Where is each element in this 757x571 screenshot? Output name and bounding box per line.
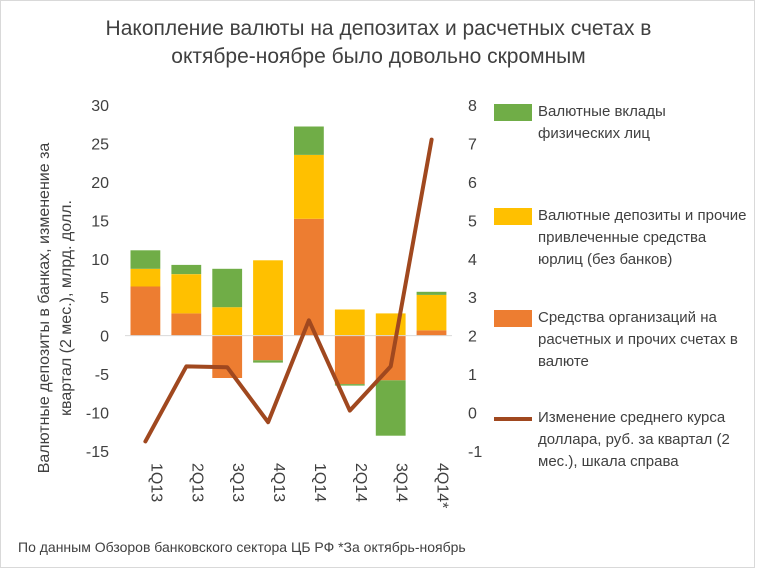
left-tick-label: -5: [95, 367, 109, 384]
left-tick-label: -10: [86, 406, 109, 423]
left-tick-label: 0: [100, 329, 109, 346]
bar-1Q14-series-1: [294, 155, 324, 219]
x-tick-label: 3Q13: [229, 463, 246, 502]
legend-label-retail: Валютные вклады физических лиц: [538, 103, 666, 142]
bar-2Q14-series-1: [334, 309, 365, 336]
bar-2Q13-series-2: [171, 264, 202, 275]
x-tick-label: 1Q13: [147, 463, 164, 502]
bar-1Q14-series-2: [294, 126, 324, 155]
legend-swatch-usd-rate: [494, 417, 532, 421]
bar-2Q14-series-0: [334, 335, 365, 385]
right-tick-label: 2: [468, 329, 477, 346]
bar-1Q13-series-2: [130, 250, 161, 269]
left-tick-label: 15: [91, 213, 109, 230]
bar-4Q14-series-2: [416, 291, 447, 295]
bar-4Q13-series-1: [253, 260, 283, 336]
left-axis-ticks: -15 -10 -5 0 5 10 15 20 25 30: [86, 98, 109, 461]
bar-1Q13-series-0: [130, 286, 161, 336]
x-tick-label: 3Q14: [393, 463, 410, 502]
right-axis-ticks: -1 0 1 2 3 4 5 6 7 8: [468, 98, 482, 461]
bar-4Q13-series-2: [253, 360, 283, 363]
right-tick-label: 5: [468, 213, 477, 230]
bar-2Q13-series-0: [171, 313, 202, 336]
source-footnote: По данным Обзоров банковского сектора ЦБ…: [18, 539, 466, 555]
right-tick-label: 6: [468, 175, 477, 192]
x-tick-label: 1Q14: [311, 463, 328, 502]
left-tick-label: 5: [100, 290, 109, 307]
bar-4Q14-series-1: [416, 294, 447, 331]
bar-1Q13-series-1: [130, 268, 161, 287]
line-series-usd-rate: [143, 137, 434, 444]
bar-layer: [130, 126, 447, 436]
x-tick-label: 4Q14*: [434, 463, 451, 508]
y-axis-label-line-1: Валютные депозиты в банках, изменение за: [36, 143, 53, 474]
right-tick-label: 3: [468, 290, 477, 307]
bar-3Q13-series-0: [212, 335, 243, 378]
right-tick-label: 0: [468, 406, 477, 423]
legend-label-corporate: Валютные депозиты и прочие привлеченные …: [538, 207, 747, 268]
x-tick-label: 2Q13: [188, 463, 205, 502]
x-axis-ticks: 1Q13 2Q13 3Q13 4Q13 1Q14 2Q14 3Q14 4Q14*: [147, 463, 450, 508]
bar-1Q14-series-0: [294, 218, 324, 336]
bar-3Q13-series-2: [212, 268, 243, 308]
legend-label-usd-rate: Изменение среднего курса доллара, руб. з…: [538, 409, 730, 470]
right-tick-label: 1: [468, 367, 477, 384]
x-tick-label: 2Q14: [352, 463, 369, 502]
left-tick-label: 25: [91, 136, 109, 153]
chart-title: Накопление валюты на депозитах и расчетн…: [1, 15, 756, 71]
x-tick-label: 4Q13: [270, 463, 287, 502]
bar-2Q13-series-1: [171, 274, 202, 314]
chart-title-line-1: Накопление валюты на депозитах и расчетн…: [105, 17, 652, 40]
y-axis-label-line-2: квартал (2 мес.), млрд. долл.: [58, 200, 75, 416]
chart-title-line-2: октябре-ноябре было довольно скромным: [171, 45, 586, 68]
bar-3Q13-series-1: [212, 307, 243, 336]
bar-2Q14-series-2: [334, 384, 365, 386]
left-tick-label: -15: [86, 444, 109, 461]
right-tick-label: 4: [468, 252, 477, 269]
legend-swatch-settlement: [494, 310, 532, 327]
bar-4Q14-series-0: [416, 330, 447, 336]
legend-swatch-corporate: [494, 208, 532, 225]
right-tick-label: 8: [468, 98, 477, 115]
legend-label-settlement: Средства организаций на расчетных и проч…: [538, 309, 738, 370]
legend-swatch-retail: [494, 104, 532, 121]
right-tick-label: -1: [468, 444, 482, 461]
right-tick-label: 7: [468, 136, 477, 153]
left-tick-label: 10: [91, 252, 109, 269]
bar-3Q14-series-2: [375, 380, 406, 436]
left-tick-label: 30: [91, 98, 109, 115]
left-tick-label: 20: [91, 175, 109, 192]
bar-4Q13-series-0: [253, 335, 283, 361]
